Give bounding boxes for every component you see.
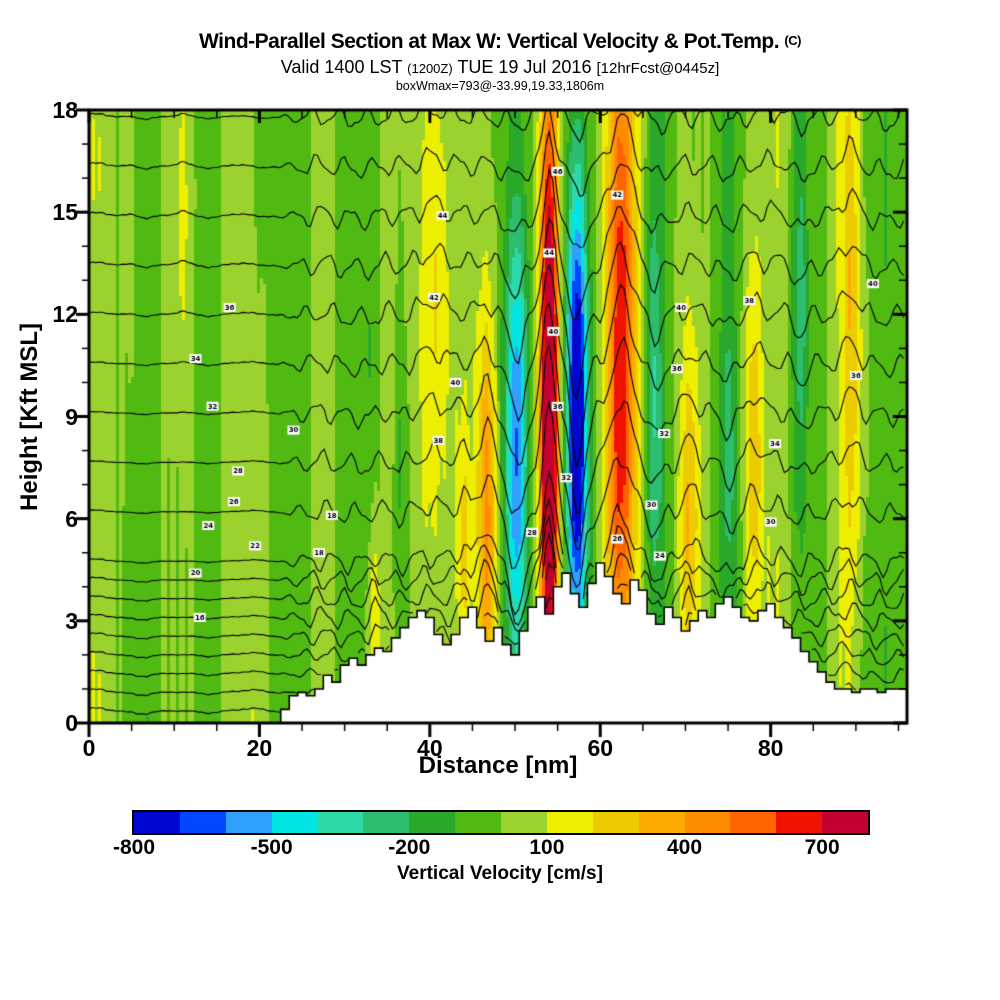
colorbar-segment--200-to--100 (409, 812, 456, 833)
page-title: Wind-Parallel Section at Max W: Vertical… (0, 30, 1000, 54)
y-tick-label-3: 3 (65, 607, 78, 634)
y-tick-label-9: 9 (65, 403, 78, 430)
colorbar-segment-200-to-300 (592, 812, 639, 833)
x-axis-title: Distance [nm] (418, 752, 578, 779)
colorbar-segment--400-to--300 (317, 812, 364, 833)
y-tick-label-6: 6 (65, 505, 78, 532)
colorbar-segment-0-to-100 (501, 812, 547, 833)
colorbar-segment-600-to-700 (776, 812, 823, 833)
y-tick-label-0: 0 (65, 710, 78, 736)
boxwmax-annotation: boxWmax=793@-33.99,19.33,1806m (395, 79, 605, 93)
colorbar-segment-400-to-500 (684, 812, 731, 833)
colorbar-segment-500-to-600 (730, 812, 777, 833)
colorbar-tick-label--500: -500 (250, 836, 293, 859)
x-tick-label-20: 20 (246, 735, 273, 761)
colorbar-tick-label-700: 700 (804, 836, 840, 859)
colorbar-segment-100-to-200 (546, 812, 593, 833)
x-tick-label-80: 80 (757, 735, 784, 761)
colorbar (132, 810, 870, 835)
y-tick-label-18: 18 (52, 97, 78, 123)
colorbar-tick-label--800: -800 (112, 836, 156, 859)
colorbar-segment--800-to--700 (134, 812, 180, 833)
colorbar-segment--500-to--400 (271, 812, 318, 833)
x-tick-label-60: 60 (587, 735, 614, 761)
x-tick-label-40: 40 (417, 735, 443, 761)
title-text: Wind-Parallel Section at Max W: Vertical… (199, 30, 780, 53)
colorbar-tick-label-400: 400 (666, 836, 703, 859)
colorbar-title: Vertical Velocity [cm/s] (397, 863, 603, 884)
y-tick-label-12: 12 (52, 301, 78, 328)
colorbar-segment--600-to--500 (225, 812, 272, 833)
valid-date-text: TUE 19 Jul 2016 (457, 57, 592, 77)
colorbar-segment--300-to--200 (363, 812, 410, 833)
valid-time-text: Valid 1400 LST (280, 57, 403, 77)
colorbar-segment-700-to-800 (822, 812, 868, 833)
colorbar-segment--700-to--600 (179, 812, 226, 833)
colorbar-segment--100-to-0 (455, 812, 501, 833)
y-tick-label-15: 15 (52, 199, 78, 226)
colorbar-tick-label-100: 100 (529, 836, 565, 859)
colorbar-tick-label--200: -200 (388, 836, 431, 859)
forecast-hour-text: [12hrFcst@0445z] (596, 60, 720, 77)
subtitle: Valid 1400 LST (1200Z) TUE 19 Jul 2016 [… (0, 57, 1000, 78)
colorbar-segment-300-to-400 (638, 812, 685, 833)
zulu-time-text: (1200Z) (407, 61, 453, 76)
title-units-suffix: (C) (784, 33, 801, 48)
x-tick-label-0: 0 (82, 735, 96, 761)
